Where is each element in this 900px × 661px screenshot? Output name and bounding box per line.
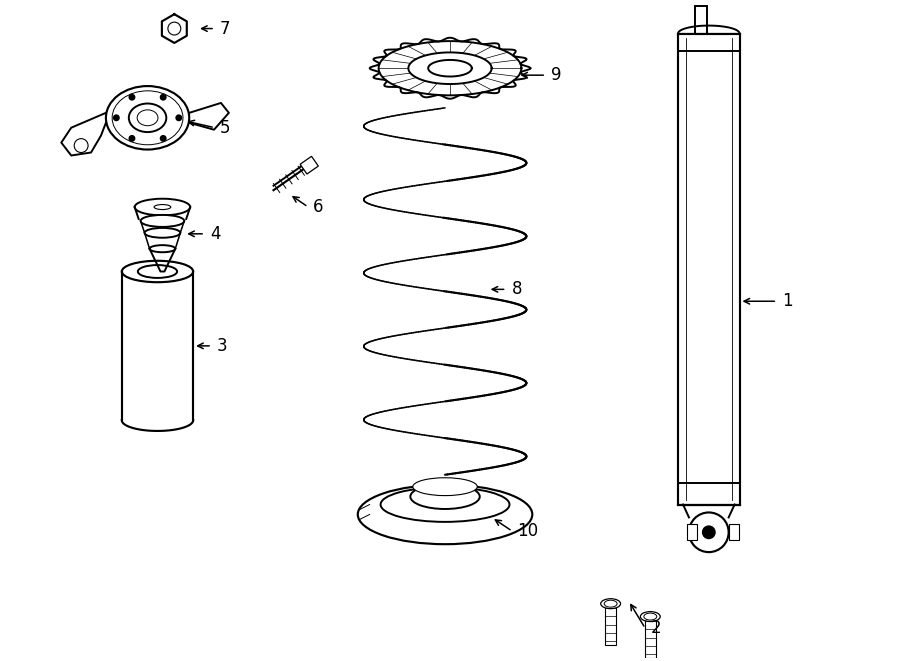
Bar: [678, 34, 740, 504]
Text: 4: 4: [210, 225, 220, 243]
Circle shape: [168, 22, 181, 35]
Text: 1: 1: [782, 292, 793, 310]
Ellipse shape: [413, 478, 477, 496]
Ellipse shape: [129, 104, 166, 132]
Polygon shape: [162, 14, 187, 43]
Text: 6: 6: [313, 198, 324, 216]
Ellipse shape: [140, 215, 184, 227]
Ellipse shape: [410, 485, 480, 509]
Polygon shape: [122, 272, 194, 431]
Text: 3: 3: [217, 337, 228, 355]
Circle shape: [129, 94, 135, 100]
Ellipse shape: [135, 199, 190, 215]
Bar: [300, 156, 319, 174]
Bar: [644, 617, 656, 658]
Circle shape: [702, 525, 716, 539]
Bar: [729, 524, 739, 540]
Polygon shape: [61, 113, 106, 155]
Ellipse shape: [641, 611, 661, 621]
Text: 2: 2: [651, 619, 661, 637]
Bar: [605, 603, 617, 645]
Bar: [695, 6, 707, 34]
Ellipse shape: [122, 261, 194, 282]
Ellipse shape: [106, 86, 189, 149]
Polygon shape: [189, 103, 229, 130]
Circle shape: [112, 114, 120, 121]
Circle shape: [159, 135, 166, 142]
Ellipse shape: [381, 487, 509, 522]
Ellipse shape: [149, 245, 176, 253]
Circle shape: [689, 512, 729, 552]
Circle shape: [129, 135, 135, 142]
Circle shape: [176, 114, 183, 121]
Bar: [687, 524, 697, 540]
Ellipse shape: [145, 228, 180, 238]
Text: 10: 10: [518, 522, 538, 540]
Text: 9: 9: [551, 66, 562, 84]
Text: 8: 8: [511, 280, 522, 298]
Circle shape: [159, 94, 166, 100]
Text: 7: 7: [220, 20, 230, 38]
Ellipse shape: [600, 599, 621, 609]
Ellipse shape: [358, 485, 532, 544]
Text: 5: 5: [220, 119, 230, 137]
Ellipse shape: [164, 28, 185, 36]
